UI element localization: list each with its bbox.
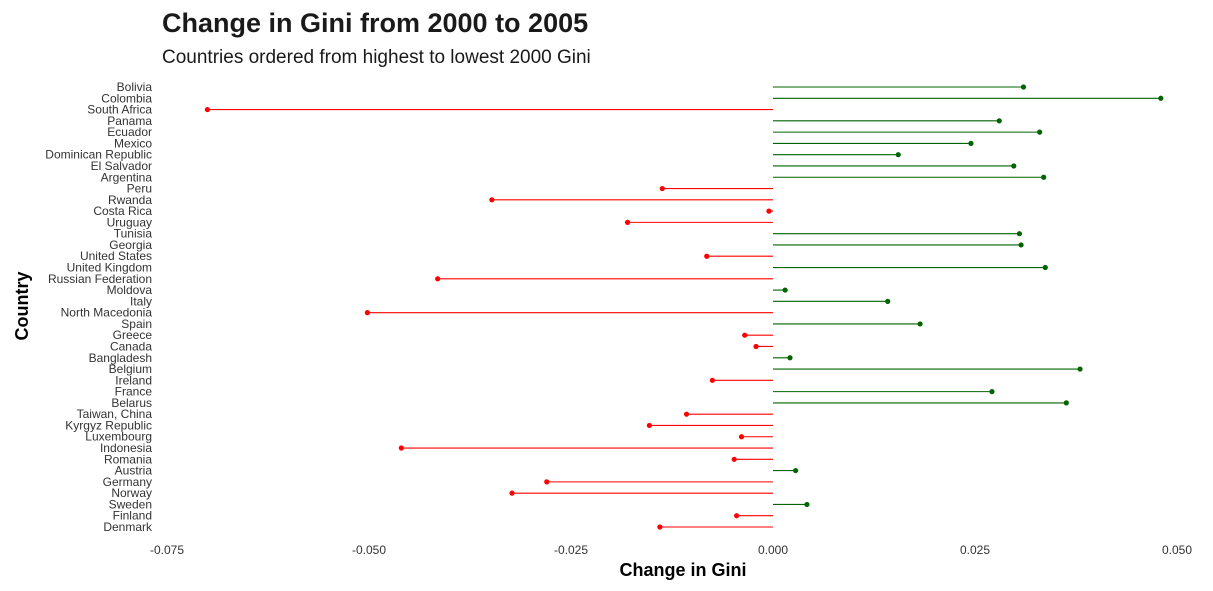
point-argentina: [1041, 174, 1047, 180]
y-tick-label-moldova: Moldova: [107, 283, 153, 297]
y-tick-label-el-salvador: El Salvador: [91, 159, 152, 173]
y-tick-label-ecuador: Ecuador: [107, 125, 152, 139]
point-denmark: [657, 524, 663, 530]
y-tick-label-italy: Italy: [130, 294, 152, 308]
point-bangladesh: [787, 355, 793, 361]
point-costa-rica: [766, 208, 772, 214]
point-tunisia: [1016, 231, 1023, 237]
y-tick-label-north-macedonia: North Macedonia: [61, 306, 153, 320]
point-ecuador: [1037, 129, 1043, 135]
point-panama: [996, 118, 1002, 124]
x-tick-label: 0.050: [1162, 543, 1192, 557]
y-tick-label-mexico: Mexico: [114, 136, 152, 150]
point-dominican-republic: [895, 152, 901, 158]
y-tick-label-bolivia: Bolivia: [117, 80, 153, 94]
point-mexico: [968, 140, 974, 147]
point-france: [989, 389, 995, 395]
y-tick-label-rwanda: Rwanda: [108, 193, 152, 207]
point-south-africa: [204, 106, 210, 113]
point-romania: [731, 456, 737, 462]
y-tick-label-austria: Austria: [115, 464, 153, 478]
y-tick-label-indonesia: Indonesia: [100, 441, 152, 455]
y-tick-label-france: France: [115, 385, 153, 399]
point-united-states: [704, 253, 710, 259]
point-united-kingdom: [1042, 264, 1048, 271]
point-sweden: [804, 501, 810, 508]
point-peru: [659, 185, 665, 192]
x-axis-title: Change in Gini: [619, 560, 746, 580]
y-tick-label-peru: Peru: [127, 182, 152, 196]
point-colombia: [1158, 95, 1164, 101]
stems-layer: [207, 86, 1161, 528]
y-tick-label-colombia: Colombia: [101, 91, 152, 105]
point-uruguay: [624, 219, 631, 225]
x-tick-label: -0.025: [554, 543, 588, 557]
y-tick-label-uruguay: Uruguay: [107, 215, 152, 229]
point-el-salvador: [1011, 163, 1017, 169]
y-tick-label-panama: Panama: [107, 114, 152, 128]
point-finland: [734, 513, 740, 519]
point-norway: [509, 490, 515, 496]
y-tick-label-georgia: Georgia: [109, 238, 152, 252]
point-canada: [753, 343, 759, 350]
chart-title: Change in Gini from 2000 to 2005: [162, 8, 589, 38]
x-tick-labels: -0.075 -0.050 -0.025 0.000 0.025 0.050: [150, 543, 1192, 557]
chart-subtitle: Countries ordered from highest to lowest…: [162, 47, 591, 68]
y-tick-label-south-africa: South Africa: [87, 103, 152, 117]
point-belarus: [1063, 400, 1069, 406]
y-tick-label-luxembourg: Luxembourg: [85, 430, 152, 444]
point-spain: [917, 321, 923, 327]
y-tick-label-belarus: Belarus: [111, 396, 152, 410]
y-tick-label-germany: Germany: [103, 475, 152, 489]
point-indonesia: [398, 445, 404, 451]
point-taiwan-china: [683, 411, 690, 417]
y-tick-label-tunisia: Tunisia: [114, 227, 153, 241]
point-north-macedonia: [364, 310, 370, 316]
point-moldova: [782, 287, 788, 293]
y-tick-label-canada: Canada: [110, 339, 152, 353]
y-tick-label-united-kingdom: United Kingdom: [67, 261, 152, 275]
point-ireland: [709, 377, 716, 383]
point-rwanda: [489, 197, 495, 203]
y-tick-label-kyrgyz-republic: Kyrgyz Republic: [65, 418, 152, 432]
y-tick-label-costa-rica: Costa Rica: [93, 204, 152, 218]
point-georgia: [1018, 242, 1024, 248]
point-austria: [793, 467, 799, 474]
point-russian-federation: [435, 276, 441, 282]
point-kyrgyz-republic: [646, 422, 652, 429]
point-luxembourg: [738, 434, 745, 440]
x-tick-label: 0.000: [758, 543, 788, 557]
point-germany: [544, 479, 550, 485]
y-tick-label-argentina: Argentina: [101, 170, 153, 184]
y-tick-label-russian-federation: Russian Federation: [48, 272, 152, 286]
x-tick-label: -0.075: [150, 543, 184, 557]
x-tick-label: 0.025: [960, 543, 990, 557]
y-tick-label-taiwan-china: Taiwan, China: [77, 407, 153, 421]
y-tick-label-ireland: Ireland: [115, 373, 152, 387]
dots-layer: [204, 84, 1164, 530]
y-tick-label-united-states: United States: [80, 249, 152, 263]
y-tick-label-greece: Greece: [113, 328, 153, 342]
y-axis-title: Country: [12, 272, 32, 341]
y-tick-label-finland: Finland: [113, 509, 152, 523]
y-tick-label-dominican-republic: Dominican Republic: [45, 148, 152, 162]
y-tick-label-spain: Spain: [121, 317, 152, 331]
point-greece: [742, 332, 748, 338]
y-tick-label-bangladesh: Bangladesh: [89, 351, 152, 365]
y-tick-label-denmark: Denmark: [103, 520, 153, 534]
y-tick-label-belgium: Belgium: [109, 362, 152, 376]
y-tick-label-romania: Romania: [104, 452, 152, 466]
point-bolivia: [1020, 84, 1027, 90]
y-tick-label-norway: Norway: [111, 486, 152, 500]
y-tick-label-sweden: Sweden: [109, 497, 152, 511]
point-italy: [885, 298, 891, 304]
point-belgium: [1077, 366, 1083, 372]
x-tick-label: -0.050: [352, 543, 386, 557]
